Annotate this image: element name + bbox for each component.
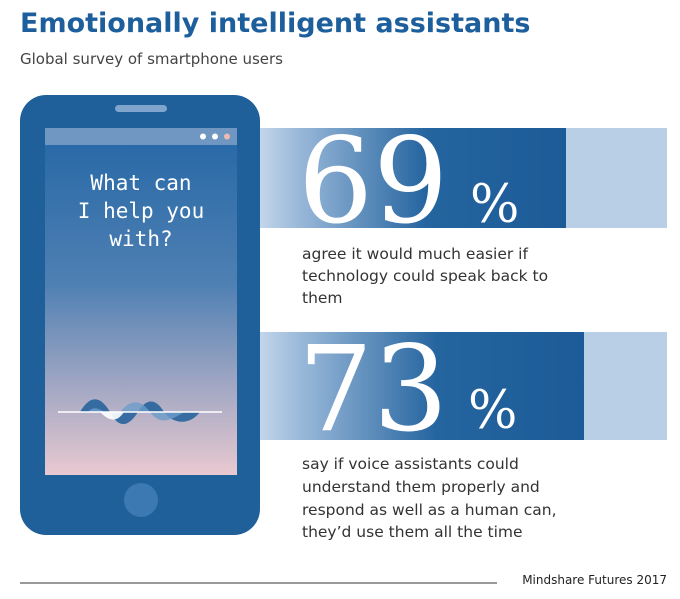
- stat-text: agree it would much easier if: [302, 245, 528, 263]
- speaker: [115, 105, 167, 112]
- prompt-line: I help you: [78, 199, 204, 223]
- dot: [200, 133, 206, 140]
- stat-text: say if voice assistants could: [302, 455, 519, 473]
- stat-unit: %: [470, 175, 519, 235]
- stat-text: understand them properly and: [302, 478, 540, 496]
- dot: [212, 133, 218, 140]
- stat-text: them: [302, 289, 343, 307]
- voice-wave: [58, 399, 222, 424]
- stat-text: technology could speak back to: [302, 267, 548, 285]
- band: [258, 128, 566, 228]
- subtitle: Global survey of smartphone users: [20, 50, 283, 68]
- title: Emotionally intelligent assistants: [20, 8, 530, 39]
- stat-unit: %: [468, 381, 517, 441]
- source: Mindshare Futures 2017: [522, 573, 667, 587]
- stat-text: respond as well as a human can,: [302, 501, 557, 519]
- dot: [224, 133, 230, 140]
- phone-screen: [45, 128, 237, 475]
- prompt-line: What can: [90, 171, 191, 195]
- home-button: [124, 483, 158, 517]
- band: [258, 332, 584, 440]
- stat-value: 69: [298, 112, 448, 250]
- prompt-line: with?: [109, 227, 172, 251]
- stat-text: they’d use them all the time: [302, 523, 523, 541]
- status-bar: [45, 128, 237, 145]
- stat-value: 73: [298, 320, 448, 458]
